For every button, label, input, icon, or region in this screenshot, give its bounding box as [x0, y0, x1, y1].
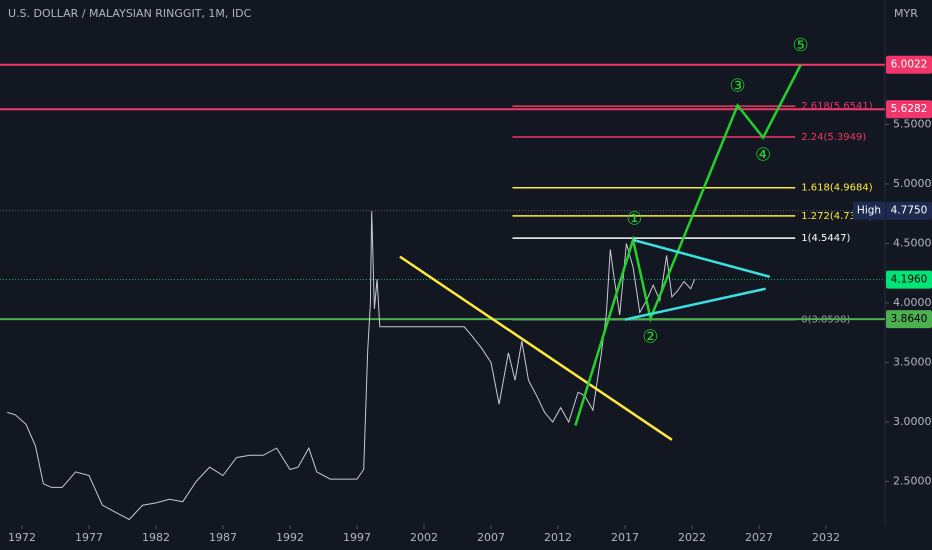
price-tag-label: 6.0022: [891, 59, 928, 71]
chart-title: U.S. DOLLAR / MALAYSIAN RINGGIT, 1M, IDC: [8, 7, 252, 20]
trend-line: [574, 64, 802, 426]
high-tag: [853, 201, 885, 220]
wave-label: ③: [730, 75, 746, 96]
y-tick-label: 5.5000: [893, 117, 932, 130]
price-tag-label: 3.8640: [891, 313, 928, 325]
price-tag-label: 4.7750: [891, 205, 928, 217]
fib-label: 2.618(5.6541): [801, 101, 873, 112]
x-tick-label: 2032: [812, 531, 840, 544]
price-tag-label: 4.1960: [891, 274, 928, 286]
price-tag: [886, 270, 932, 289]
x-tick-label: 2012: [544, 531, 572, 544]
x-tick-label: 2022: [678, 531, 706, 544]
price-line: [7, 211, 696, 521]
wave-label: ①: [626, 209, 642, 230]
y-tick-label: 5.0000: [893, 177, 932, 190]
trend-line: [624, 287, 766, 321]
x-tick-label: 2007: [477, 531, 505, 544]
high-tag-label: High: [857, 205, 881, 217]
fib-label: 1.272(4.7317): [801, 211, 873, 222]
fib-label: 2.24(5.3949): [801, 132, 866, 143]
price-tag: [886, 310, 932, 329]
x-tick-label: 1972: [8, 531, 36, 544]
y-tick-label: 3.5000: [893, 355, 932, 368]
trend-line: [632, 238, 771, 279]
y-tick-label: 2.5000: [893, 474, 932, 487]
price-tag: [886, 55, 932, 74]
fib-label: 1(4.5447): [801, 233, 850, 244]
price-tag: [886, 201, 932, 220]
price-tag-label: 5.6282: [891, 103, 928, 115]
x-tick-label: 2002: [410, 531, 438, 544]
x-tick-label: 1977: [75, 531, 103, 544]
price-tag: [886, 100, 932, 119]
x-tick-label: 1992: [276, 531, 304, 544]
trend-line: [399, 255, 673, 441]
x-tick-label: 1997: [343, 531, 371, 544]
x-tick-label: 2027: [745, 531, 773, 544]
currency-label: MYR: [894, 7, 918, 20]
y-tick-label: 4.0000: [893, 296, 932, 309]
wave-label: ④: [755, 144, 771, 165]
fib-label: 1.618(4.9684): [801, 183, 873, 194]
wave-label: ②: [642, 326, 658, 347]
x-tick-label: 1982: [142, 531, 170, 544]
wave-label: ⑤: [793, 35, 809, 56]
y-tick-label: 3.0000: [893, 415, 932, 428]
x-tick-label: 2017: [611, 531, 639, 544]
y-tick-label: 4.5000: [893, 236, 932, 249]
x-tick-label: 1987: [209, 531, 237, 544]
